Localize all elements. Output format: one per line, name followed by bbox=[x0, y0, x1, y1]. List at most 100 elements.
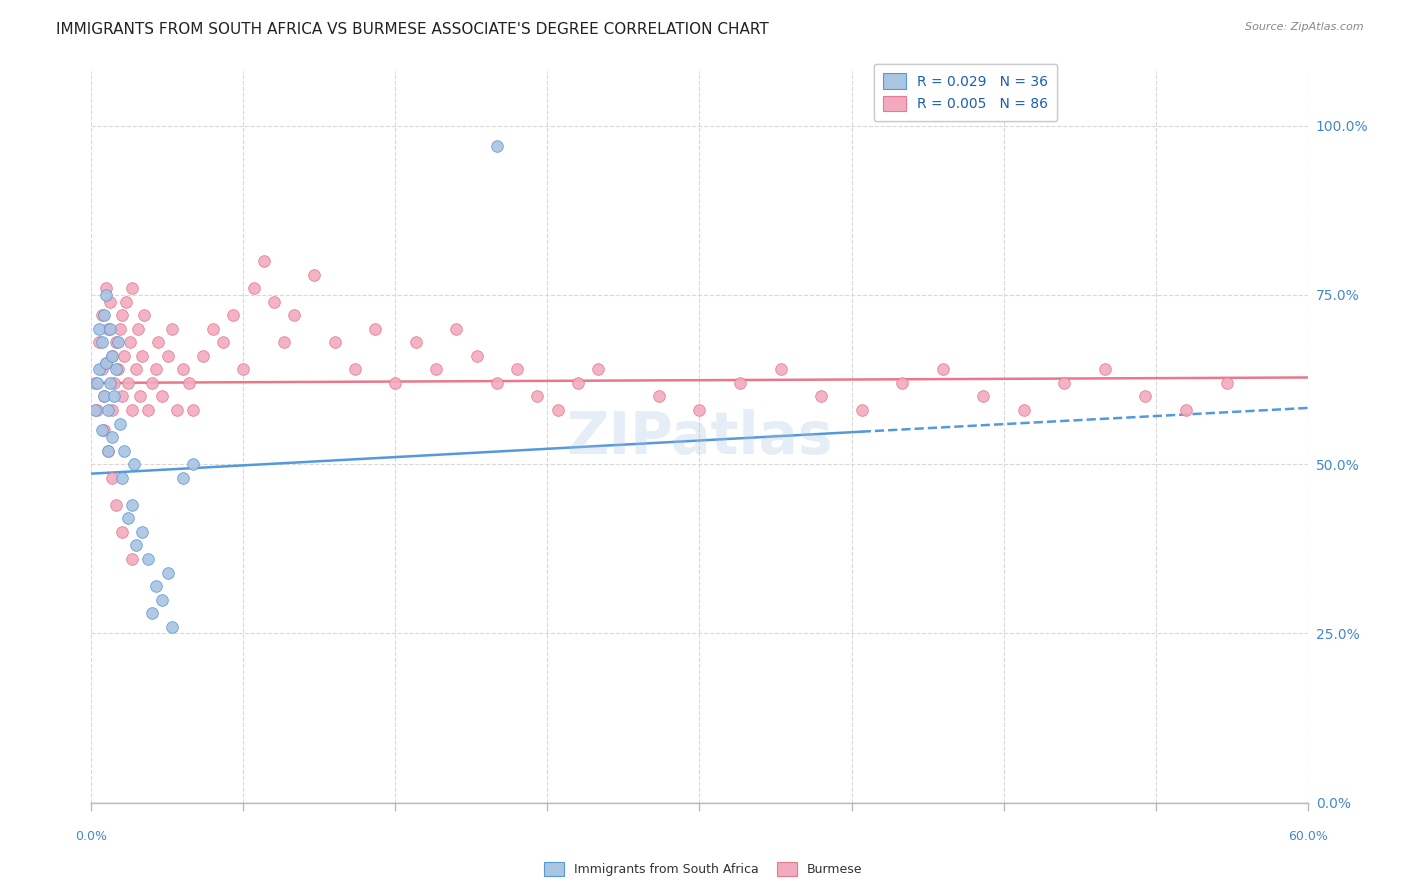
Point bbox=[94, 355, 117, 369]
Point bbox=[364, 322, 387, 336]
Point bbox=[136, 552, 159, 566]
Point bbox=[506, 362, 529, 376]
Point bbox=[162, 620, 184, 634]
Point bbox=[121, 403, 143, 417]
Point bbox=[648, 389, 671, 403]
Point bbox=[100, 403, 122, 417]
Point bbox=[1135, 389, 1157, 403]
Point bbox=[122, 457, 145, 471]
Point bbox=[202, 322, 225, 336]
Point bbox=[103, 389, 125, 403]
Point bbox=[405, 335, 427, 350]
Point bbox=[121, 498, 143, 512]
Point bbox=[121, 281, 143, 295]
Point bbox=[94, 281, 117, 295]
Point bbox=[111, 471, 134, 485]
Point bbox=[107, 362, 129, 376]
Point bbox=[1175, 403, 1198, 417]
Point bbox=[104, 362, 127, 376]
Point bbox=[118, 335, 141, 350]
Point bbox=[89, 335, 111, 350]
Point bbox=[108, 417, 131, 431]
Text: ZIPatlas: ZIPatlas bbox=[567, 409, 832, 466]
Point bbox=[141, 606, 163, 620]
Point bbox=[136, 403, 159, 417]
Point bbox=[222, 308, 245, 322]
Point bbox=[191, 349, 214, 363]
Point bbox=[89, 362, 111, 376]
Point bbox=[212, 335, 235, 350]
Point bbox=[141, 376, 163, 390]
Point bbox=[181, 403, 204, 417]
Point bbox=[343, 362, 366, 376]
Point bbox=[465, 349, 488, 363]
Point bbox=[273, 335, 295, 350]
Point bbox=[112, 443, 135, 458]
Point bbox=[97, 322, 120, 336]
Point bbox=[131, 524, 153, 539]
Point bbox=[125, 538, 148, 552]
Point bbox=[172, 471, 194, 485]
Point bbox=[444, 322, 467, 336]
Point bbox=[121, 552, 143, 566]
Point bbox=[177, 376, 200, 390]
Point bbox=[100, 349, 122, 363]
Point bbox=[150, 592, 173, 607]
Point bbox=[93, 389, 115, 403]
Point bbox=[104, 498, 127, 512]
Point bbox=[89, 322, 111, 336]
Point bbox=[145, 579, 167, 593]
Point bbox=[485, 139, 508, 153]
Point bbox=[90, 362, 112, 376]
Point bbox=[283, 308, 305, 322]
Point bbox=[111, 308, 134, 322]
Point bbox=[125, 362, 148, 376]
Point bbox=[304, 268, 326, 282]
Point bbox=[98, 294, 121, 309]
Point bbox=[86, 403, 108, 417]
Text: 0.0%: 0.0% bbox=[76, 830, 107, 843]
Point bbox=[90, 335, 112, 350]
Point bbox=[242, 281, 264, 295]
Point bbox=[425, 362, 447, 376]
Point bbox=[97, 403, 120, 417]
Point bbox=[157, 349, 180, 363]
Point bbox=[162, 322, 184, 336]
Point bbox=[253, 254, 276, 268]
Legend: R = 0.029   N = 36, R = 0.005   N = 86: R = 0.029 N = 36, R = 0.005 N = 86 bbox=[873, 63, 1057, 120]
Point bbox=[810, 389, 832, 403]
Point bbox=[485, 376, 508, 390]
Point bbox=[728, 376, 751, 390]
Point bbox=[111, 524, 134, 539]
Point bbox=[972, 389, 994, 403]
Point bbox=[586, 362, 609, 376]
Point bbox=[567, 376, 589, 390]
Point bbox=[117, 376, 139, 390]
Point bbox=[117, 511, 139, 525]
Point bbox=[104, 335, 127, 350]
Point bbox=[891, 376, 914, 390]
Point bbox=[94, 355, 117, 369]
Point bbox=[100, 471, 122, 485]
Point bbox=[127, 322, 149, 336]
Point bbox=[145, 362, 167, 376]
Point bbox=[86, 376, 108, 390]
Point bbox=[100, 430, 122, 444]
Point bbox=[323, 335, 346, 350]
Point bbox=[94, 288, 117, 302]
Point bbox=[1012, 403, 1035, 417]
Point bbox=[181, 457, 204, 471]
Point bbox=[84, 376, 107, 390]
Point bbox=[148, 335, 170, 350]
Legend: Immigrants from South Africa, Burmese: Immigrants from South Africa, Burmese bbox=[538, 857, 868, 881]
Point bbox=[1215, 376, 1237, 390]
Point bbox=[769, 362, 792, 376]
Point bbox=[1053, 376, 1076, 390]
Point bbox=[93, 423, 115, 437]
Point bbox=[93, 308, 115, 322]
Point bbox=[384, 376, 406, 390]
Point bbox=[232, 362, 254, 376]
Point bbox=[132, 308, 155, 322]
Point bbox=[157, 566, 180, 580]
Point bbox=[129, 389, 152, 403]
